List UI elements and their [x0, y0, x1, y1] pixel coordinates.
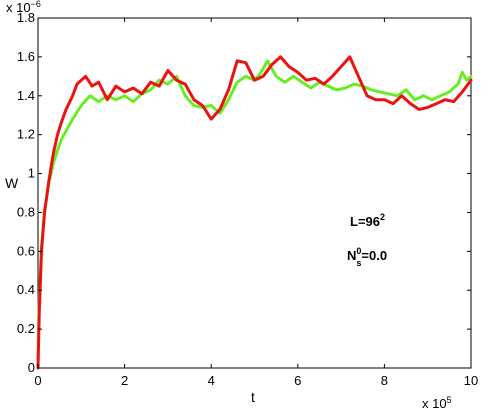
y-tick-label: 1.6: [17, 49, 35, 64]
annotation-size: L=962: [350, 212, 385, 229]
y-multiplier: x 10−6: [6, 0, 41, 15]
annotation-ns-value: =0.0: [361, 248, 387, 263]
series-line-2: [36, 55, 473, 370]
y-tick-label: 1: [28, 166, 35, 181]
x-tick-label: 4: [208, 373, 215, 388]
x-axis-label: t: [251, 389, 255, 405]
tick-layer: 0 2 4 6 8 10 0 0.2 0.4 0.6 0.8 1 1.2 1.4 1.6 1.8: [17, 10, 478, 388]
y-tick-label: 0: [28, 360, 35, 375]
y-multiplier-exp: −6: [31, 0, 41, 9]
x-tick-label: 8: [381, 373, 388, 388]
y-tick-label: 0.6: [17, 243, 35, 258]
annotation-ns-sup: 0: [356, 246, 361, 256]
series-layer: [36, 55, 473, 370]
annotation-ns-sub: s: [356, 258, 361, 268]
annotation-ns: N0 s=0.0: [347, 246, 387, 268]
x-tick-label: 6: [294, 373, 301, 388]
x-tick-label: 2: [121, 373, 128, 388]
y-tick-label: 1.2: [17, 127, 35, 142]
x-tick-label: 0: [34, 373, 41, 388]
y-tick-label: 1.4: [17, 88, 35, 103]
x-multiplier: x 105: [422, 395, 452, 411]
x-tick-label: 10: [464, 373, 478, 388]
x-multiplier-base: x 10: [422, 396, 447, 411]
y-tick-label: 0.8: [17, 204, 35, 219]
y-tick-label: 1.8: [17, 10, 35, 25]
y-tick-label: 0.2: [17, 321, 35, 336]
annotation-size-sup: 2: [380, 212, 385, 222]
x-multiplier-exp: 5: [447, 395, 452, 405]
series-line-1: [36, 59, 473, 360]
annotation-size-text: L=96: [350, 214, 380, 229]
y-multiplier-base: x 10: [6, 0, 31, 15]
annotation-ns-main: N: [347, 248, 356, 263]
plot-frame: [37, 17, 472, 369]
y-tick-label: 0.4: [17, 282, 35, 297]
y-axis-label: W: [5, 175, 19, 191]
